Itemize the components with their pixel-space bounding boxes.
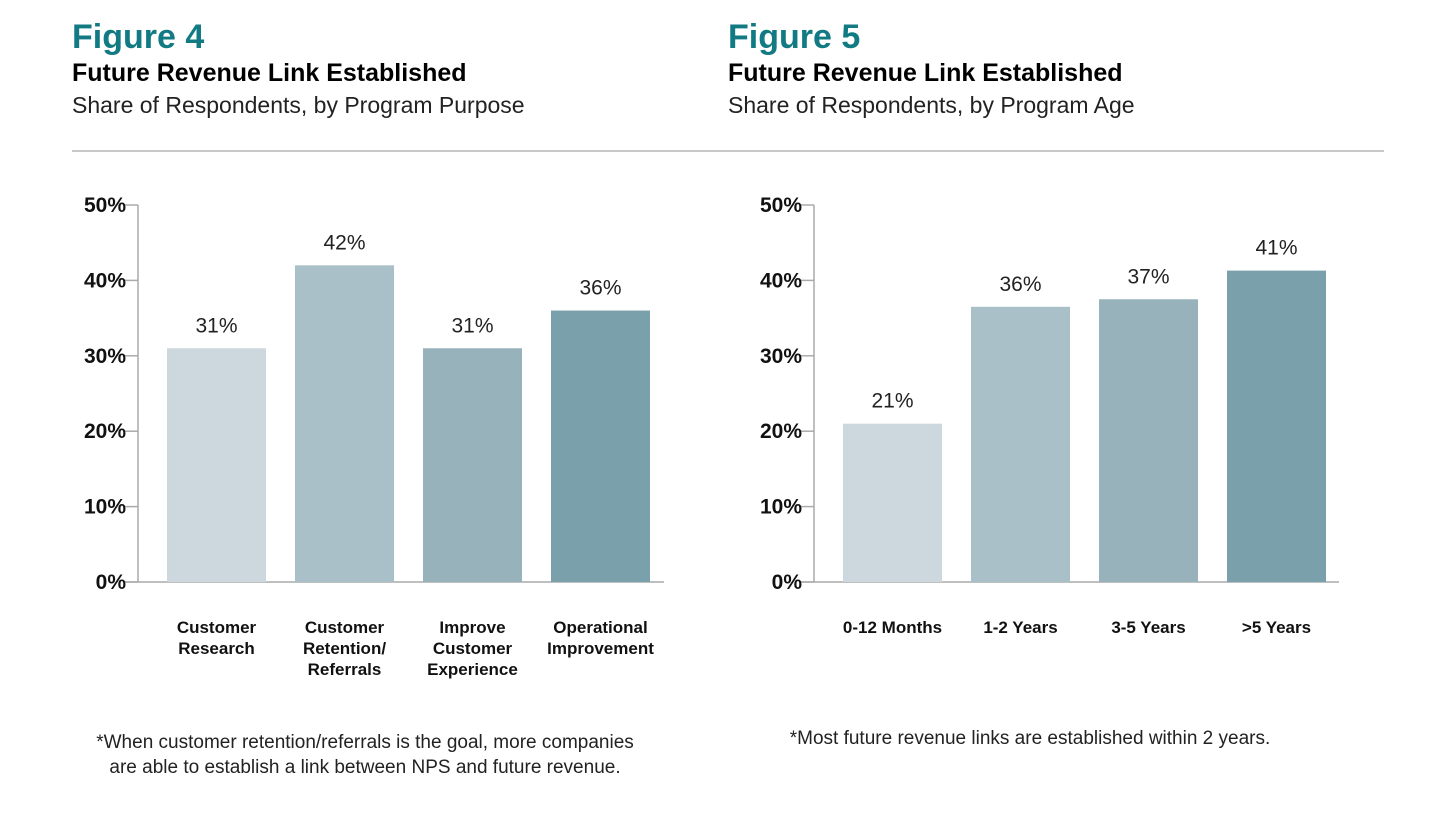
y-tick-label: 40% bbox=[84, 269, 126, 292]
data-label: 31% bbox=[195, 314, 237, 337]
figure-5-title: Future Revenue Link Established bbox=[728, 59, 1123, 87]
category-label: >5 Years bbox=[1241, 618, 1312, 637]
bar bbox=[551, 310, 650, 582]
header-divider bbox=[72, 150, 1384, 152]
y-tick-label: 30% bbox=[84, 345, 126, 368]
figure-5-subtitle: Share of Respondents, by Program Age bbox=[728, 92, 1135, 118]
data-label: 42% bbox=[323, 231, 365, 254]
data-label: 36% bbox=[999, 273, 1041, 296]
y-tick-label: 20% bbox=[760, 420, 802, 443]
y-tick-label: 50% bbox=[84, 194, 126, 217]
data-label: 36% bbox=[579, 277, 621, 300]
data-label: 41% bbox=[1255, 237, 1297, 260]
figure-5-header: Figure 5 Future Revenue Link Established… bbox=[728, 18, 1135, 120]
data-label: 37% bbox=[1127, 265, 1169, 288]
figure-4-footnote: *When customer retention/referrals is th… bbox=[96, 732, 634, 778]
category-label: Customer Retention/ Referrals bbox=[302, 618, 387, 679]
y-tick-label: 50% bbox=[760, 194, 802, 217]
y-tick-label: 30% bbox=[760, 345, 802, 368]
category-label: 3-5 Years bbox=[1111, 618, 1186, 637]
figure-5-footnote: *Most future revenue links are establish… bbox=[789, 728, 1271, 749]
y-tick-label: 10% bbox=[760, 496, 802, 519]
y-tick-label: 10% bbox=[84, 496, 126, 519]
figure-5-number: Figure 5 bbox=[728, 18, 861, 56]
data-label: 31% bbox=[451, 314, 493, 337]
figure-4-subtitle: Share of Respondents, by Program Purpose bbox=[72, 92, 525, 118]
category-label: 0-12 Months bbox=[842, 618, 943, 637]
data-label: 21% bbox=[871, 390, 913, 413]
bar bbox=[1227, 270, 1326, 582]
bar bbox=[295, 265, 394, 582]
y-tick-label: 40% bbox=[760, 269, 802, 292]
category-label: Improve Customer Experience bbox=[427, 618, 518, 679]
category-label: 1-2 Years bbox=[983, 618, 1058, 637]
y-tick-label: 0% bbox=[772, 571, 803, 594]
bar bbox=[1099, 299, 1198, 582]
category-label: Customer Research bbox=[176, 618, 257, 658]
figure-4-title: Future Revenue Link Established bbox=[72, 59, 467, 87]
y-tick-label: 20% bbox=[84, 420, 126, 443]
figure-4-number: Figure 4 bbox=[72, 18, 205, 56]
bar bbox=[167, 348, 266, 582]
figure-4-header: Figure 4 Future Revenue Link Established… bbox=[72, 18, 525, 120]
category-label: Operational Improvement bbox=[547, 618, 654, 658]
figure-5-bar-chart: 0% 10% 20% 30% 40% 50% 21% 36% 37% 41% bbox=[760, 194, 1339, 594]
bar bbox=[971, 306, 1070, 582]
bar bbox=[843, 423, 942, 582]
y-tick-label: 0% bbox=[96, 571, 127, 594]
figure-4-bar-chart: 0% 10% 20% 30% 40% 50% 31% 42% 31% 36% bbox=[84, 194, 664, 594]
bar bbox=[423, 348, 522, 582]
